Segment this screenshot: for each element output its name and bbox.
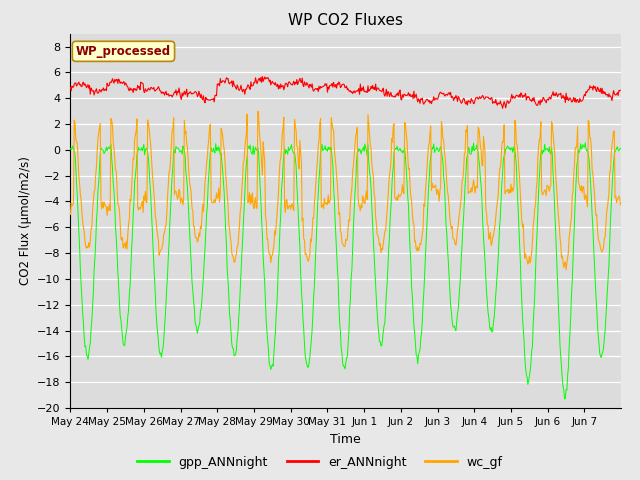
Legend: gpp_ANNnight, er_ANNnight, wc_gf: gpp_ANNnight, er_ANNnight, wc_gf [132,451,508,474]
Title: WP CO2 Fluxes: WP CO2 Fluxes [288,13,403,28]
Text: WP_processed: WP_processed [76,45,171,58]
Y-axis label: CO2 Flux (μmol/m2/s): CO2 Flux (μmol/m2/s) [19,156,31,285]
X-axis label: Time: Time [330,432,361,445]
